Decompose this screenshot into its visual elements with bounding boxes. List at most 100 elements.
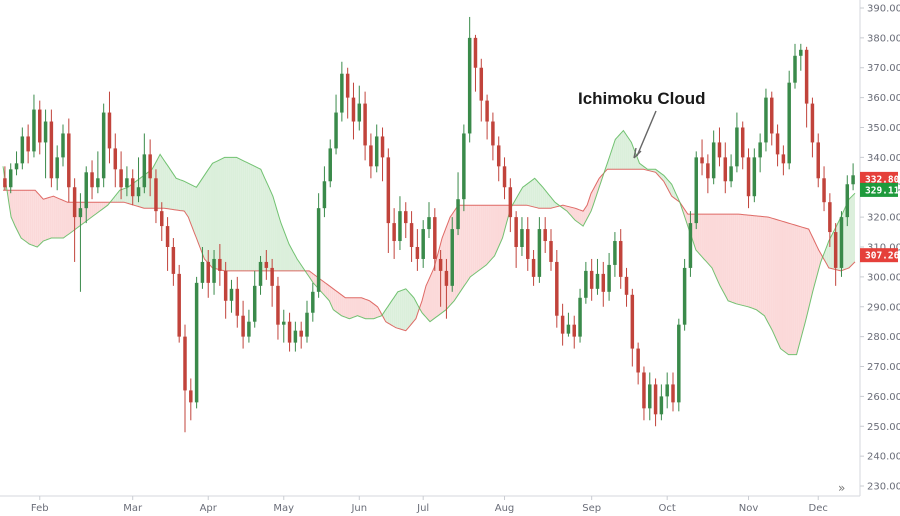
cloud-segment-bearish — [494, 205, 497, 256]
candle-down — [526, 229, 530, 259]
cloud-segment-bullish — [113, 195, 116, 203]
cloud-segment-bearish — [335, 290, 338, 313]
candle-down — [38, 109, 42, 143]
cloud-segment-bullish — [212, 162, 215, 269]
cloud-segment-bearish — [484, 205, 487, 267]
cloud-segment-bullish — [176, 178, 179, 211]
price-tick-label: 360.00 — [867, 93, 900, 104]
price-tick-label: 350.00 — [867, 123, 900, 134]
cloud-segment-bearish — [369, 300, 372, 319]
cloud-segment-bearish — [101, 202, 104, 210]
candle-up — [799, 49, 803, 56]
cloud-segment-bullish — [232, 157, 235, 271]
candle-up — [136, 187, 141, 197]
cloud-segment-bearish — [49, 196, 52, 239]
cloud-segment-bearish — [714, 214, 717, 277]
cloud-segment-bullish — [274, 202, 277, 271]
candle-up — [125, 178, 129, 188]
cloud-segment-bearish — [421, 293, 424, 315]
candle-down — [433, 217, 437, 259]
cloud-segment-bullish — [172, 172, 175, 210]
month-label: Apr — [200, 503, 218, 514]
cloud-segment-bullish — [252, 165, 255, 271]
candle-down — [67, 133, 71, 188]
candle-down — [491, 121, 495, 146]
cloud-segment-bullish — [230, 157, 233, 271]
cloud-segment-bullish — [844, 203, 847, 270]
candle-down — [130, 178, 135, 197]
candle-up — [357, 103, 362, 122]
candle-down — [810, 103, 815, 143]
candle-down — [816, 142, 820, 179]
cloud-segment-bearish — [699, 214, 702, 257]
cloud-segment-bullish — [202, 175, 205, 259]
candle-up — [450, 229, 454, 286]
cloud-segment-bearish — [454, 208, 457, 301]
cloud-segment-bearish — [806, 228, 809, 317]
candle-down — [113, 148, 118, 170]
cloud-segment-bearish — [438, 245, 441, 316]
candle-down — [241, 315, 245, 337]
cloud-segment-bearish — [790, 223, 793, 355]
cloud-segment-bullish — [397, 291, 400, 329]
candle-down — [833, 232, 838, 268]
candle-down — [555, 261, 559, 316]
candle-down — [543, 229, 547, 242]
cloud-segment-bearish — [53, 196, 56, 239]
cloud-segment-bearish — [752, 215, 755, 309]
cloud-segment-bearish — [51, 196, 54, 239]
candle-up — [578, 297, 582, 337]
cloud-segment-bearish — [506, 205, 509, 224]
cloud-segment-bullish — [407, 291, 410, 329]
cloud-segment-bullish — [627, 136, 630, 170]
candle-down — [700, 157, 704, 164]
candle-up — [682, 267, 687, 325]
cloud-segment-bullish — [615, 137, 618, 170]
cloud-segment-bearish — [581, 210, 584, 227]
month-label: Aug — [495, 503, 515, 514]
cloud-segment-bearish — [377, 306, 380, 318]
candle-up — [61, 133, 65, 158]
cloud-segment-bearish — [764, 216, 767, 320]
cloud-segment-bullish — [520, 187, 523, 206]
cloud-segment-bullish — [534, 178, 537, 208]
cloud-segment-bullish — [536, 180, 539, 209]
candle-down — [415, 247, 420, 259]
annotation-arrow — [636, 110, 657, 157]
cloud-segment-bullish — [258, 168, 261, 271]
scroll-to-latest-button[interactable]: » — [838, 481, 845, 495]
cloud-segment-bearish — [345, 297, 348, 318]
candle-up — [659, 396, 664, 415]
candle-down — [287, 321, 292, 343]
cloud-segment-bearish — [341, 294, 344, 317]
cloud-segment-bullish — [210, 163, 213, 268]
cloud-segment-bullish — [613, 139, 616, 170]
cloud-segment-bearish — [742, 214, 745, 306]
senkou-span-a-line — [3, 168, 856, 332]
candle-down — [624, 276, 629, 295]
cloud-segment-bullish — [228, 157, 231, 271]
cloud-segment-bullish — [218, 159, 221, 270]
candle-down — [642, 372, 646, 409]
candle-up — [839, 217, 844, 268]
cloud-segment-bearish — [724, 214, 727, 298]
cloud-segment-bullish — [262, 173, 265, 271]
candle-down — [235, 288, 240, 316]
cloud-segment-bullish — [544, 189, 547, 209]
cloud-segment-bullish — [629, 139, 632, 170]
candle-up — [293, 330, 298, 343]
cloud-segment-bearish — [470, 205, 473, 277]
candle-up — [8, 169, 13, 188]
price-tick-label: 300.00 — [867, 272, 900, 283]
cloud-segment-bullish — [538, 182, 541, 209]
cloud-segment-bearish — [768, 217, 771, 327]
cloud-segment-bearish — [35, 190, 38, 247]
price-badge-label: 307.26 — [865, 251, 900, 262]
cloud-segment-bullish — [224, 157, 227, 271]
cloud-segment-bearish — [585, 205, 588, 223]
candle-up — [55, 157, 59, 179]
cloud-segment-bearish — [500, 205, 503, 243]
cloud-segment-bullish — [526, 182, 529, 206]
candle-down — [496, 145, 501, 167]
